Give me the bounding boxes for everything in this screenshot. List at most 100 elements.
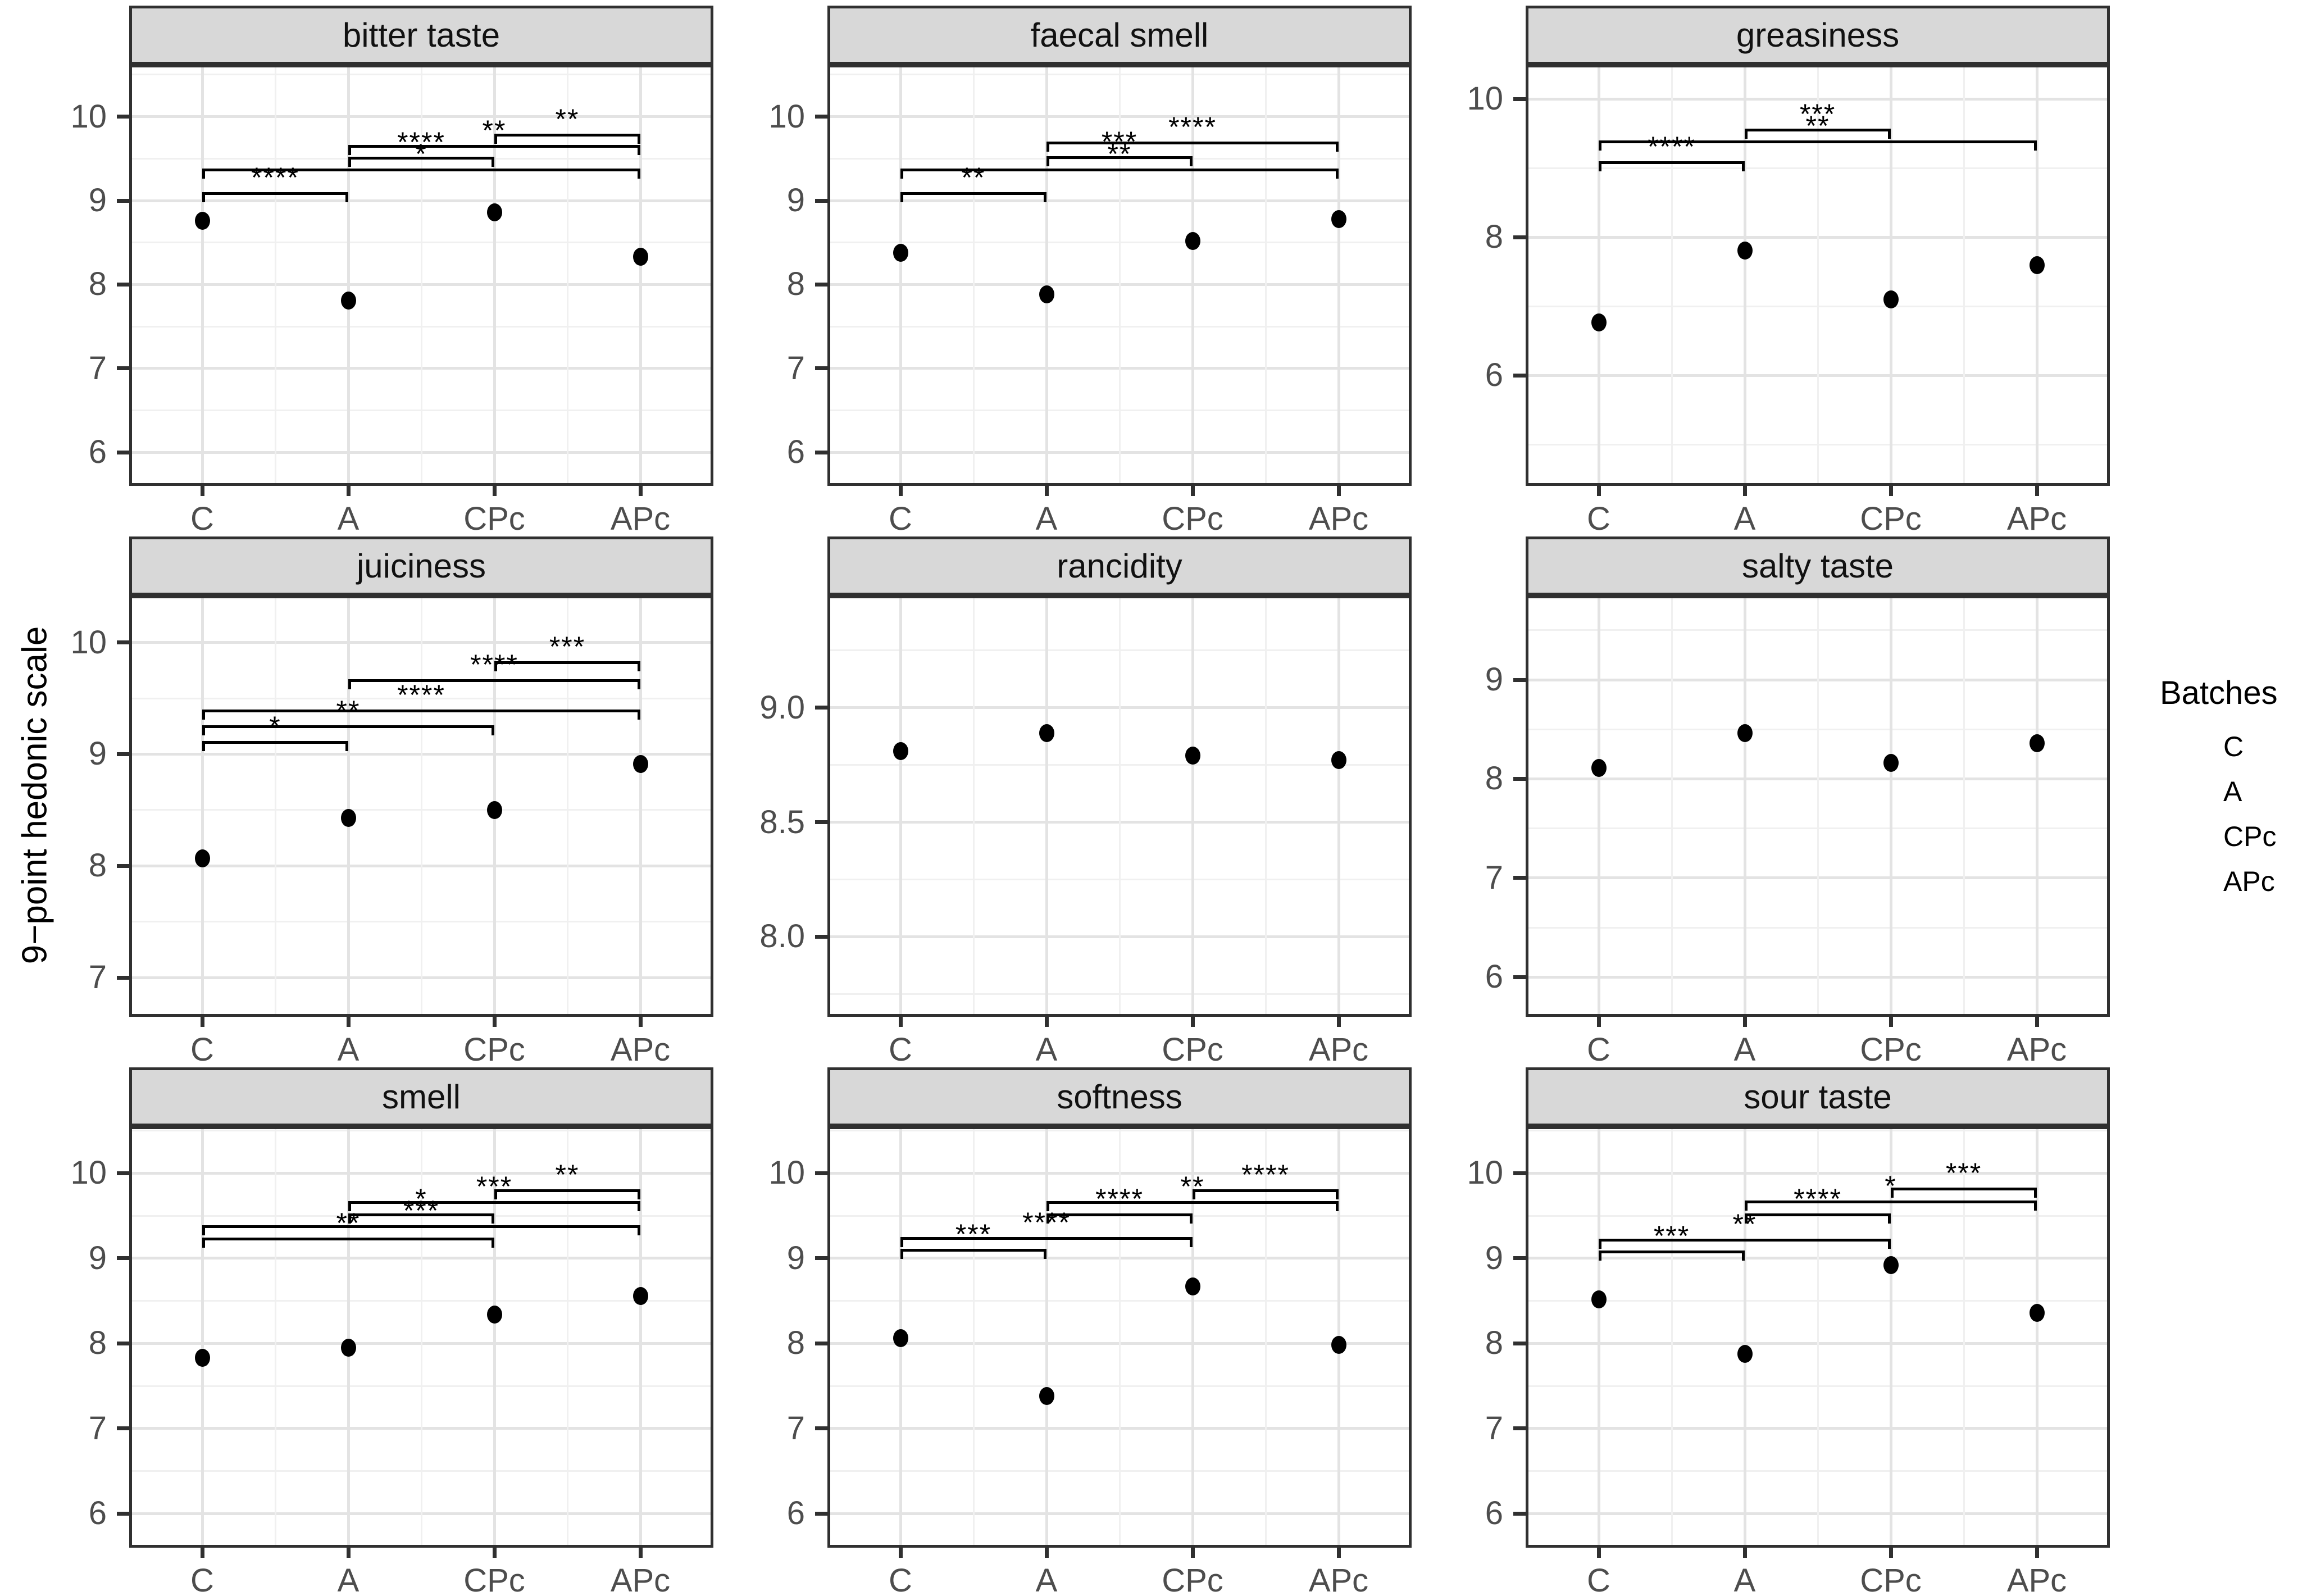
gridline-major-v — [1743, 65, 1746, 486]
y-tick — [815, 1341, 827, 1345]
plot-area — [827, 595, 1412, 1017]
data-point-APc — [1331, 210, 1346, 228]
significance-bracket — [1046, 156, 1193, 166]
significance-label: *** — [403, 1194, 440, 1226]
significance-label: ** — [555, 1159, 580, 1191]
panel-title: salty taste — [1741, 547, 1894, 585]
panel-title: sour taste — [1744, 1078, 1892, 1116]
data-point-CPc — [1883, 1256, 1899, 1274]
significance-label: * — [415, 1183, 427, 1215]
gridline-major-v — [1743, 1126, 1746, 1548]
x-tick — [1336, 486, 1341, 496]
y-tick-label: 10 — [70, 98, 107, 135]
facet-strip: rancidity — [827, 536, 1412, 595]
gridline-minor-v — [1264, 65, 1267, 486]
x-tick-label: CPc — [463, 1031, 525, 1068]
x-tick — [1742, 486, 1747, 496]
significance-bracket — [900, 169, 1339, 179]
y-tick — [117, 366, 129, 371]
gridline-minor-v — [1264, 1126, 1267, 1548]
facet-strip: softness — [827, 1067, 1412, 1126]
y-tick — [117, 1426, 129, 1431]
gridline-minor-v — [972, 595, 975, 1017]
significance-bracket — [1599, 140, 2037, 151]
significance-bracket — [348, 145, 640, 156]
y-tick-label: 9 — [786, 1239, 805, 1276]
y-tick-label: 9 — [1485, 661, 1503, 698]
y-tick — [1513, 1426, 1526, 1431]
significance-label: **** — [1794, 1183, 1842, 1215]
x-tick-label: C — [1587, 1562, 1610, 1596]
data-point-A — [340, 291, 356, 310]
y-tick — [815, 115, 827, 119]
gridline-major-v — [1191, 595, 1194, 1017]
y-tick-label: 9.0 — [759, 689, 805, 726]
y-tick — [815, 366, 827, 371]
x-tick-label: C — [889, 1562, 912, 1596]
y-tick — [117, 640, 129, 645]
data-point-C — [893, 243, 908, 262]
significance-label: *** — [1799, 98, 1836, 130]
gridline-major-v — [639, 65, 642, 486]
gridline-major-v — [639, 595, 642, 1017]
y-tick-label: 8 — [786, 1325, 805, 1362]
significance-bracket — [1046, 1213, 1193, 1224]
data-point-CPc — [1185, 231, 1200, 250]
x-tick-label: CPc — [1860, 501, 1922, 537]
data-point-CPc — [486, 1305, 502, 1324]
data-point-APc — [1331, 751, 1346, 770]
x-tick — [1044, 1017, 1049, 1027]
significance-bracket — [202, 740, 348, 751]
data-point-CPc — [486, 203, 502, 221]
y-tick — [1513, 677, 1526, 682]
data-point-A — [1039, 724, 1054, 742]
facet-strip: greasiness — [1526, 6, 2110, 65]
data-point-A — [1039, 285, 1054, 304]
x-tick — [1596, 1548, 1601, 1558]
y-tick-label: 9 — [88, 735, 107, 772]
y-tick — [815, 282, 827, 287]
x-tick-label: CPc — [463, 501, 525, 537]
y-tick — [1513, 1171, 1526, 1175]
data-point-CPc — [1185, 1277, 1200, 1295]
x-tick — [898, 1548, 903, 1558]
x-tick-label: CPc — [1860, 1562, 1922, 1596]
x-tick-label: C — [190, 501, 214, 537]
gridline-major-v — [1597, 65, 1600, 486]
gridline-minor-v — [566, 1126, 568, 1548]
significance-label: **** — [1648, 131, 1696, 163]
gridline-minor-v — [1671, 595, 1673, 1017]
significance-bracket — [1891, 1188, 2037, 1198]
y-tick-label: 10 — [768, 98, 805, 135]
significance-label: *** — [1945, 1157, 1982, 1189]
y-tick — [815, 706, 827, 710]
data-point-APc — [2029, 256, 2045, 274]
significance-label: *** — [1101, 125, 1138, 157]
y-tick — [1513, 1511, 1526, 1516]
gridline-minor-v — [1118, 65, 1121, 486]
x-tick-label: CPc — [1162, 1031, 1223, 1068]
x-tick-label: APc — [1308, 1562, 1369, 1596]
significance-bracket — [202, 192, 348, 203]
significance-label: **** — [1022, 1206, 1071, 1238]
y-tick — [1513, 876, 1526, 880]
y-tick — [117, 752, 129, 756]
facet-strip: juiciness — [129, 536, 713, 595]
legend-item-APc: APc — [2223, 866, 2275, 897]
y-tick-label: 10 — [768, 1154, 805, 1192]
gridline-minor-v — [1963, 1126, 1965, 1548]
significance-bracket — [348, 157, 494, 167]
x-tick — [200, 1017, 204, 1027]
y-tick-label: 8 — [1485, 1325, 1503, 1362]
gridline-major-v — [2035, 1126, 2038, 1548]
x-tick-label: A — [1733, 1562, 1756, 1596]
x-tick — [1044, 486, 1049, 496]
gridline-major-v — [1337, 595, 1340, 1017]
significance-label: **** — [1241, 1159, 1290, 1191]
y-tick — [117, 1256, 129, 1261]
data-point-C — [194, 211, 210, 230]
significance-label: ** — [1805, 110, 1830, 142]
y-tick-label: 6 — [786, 434, 805, 471]
y-tick-label: 10 — [1467, 1154, 1503, 1192]
x-tick — [346, 1017, 351, 1027]
